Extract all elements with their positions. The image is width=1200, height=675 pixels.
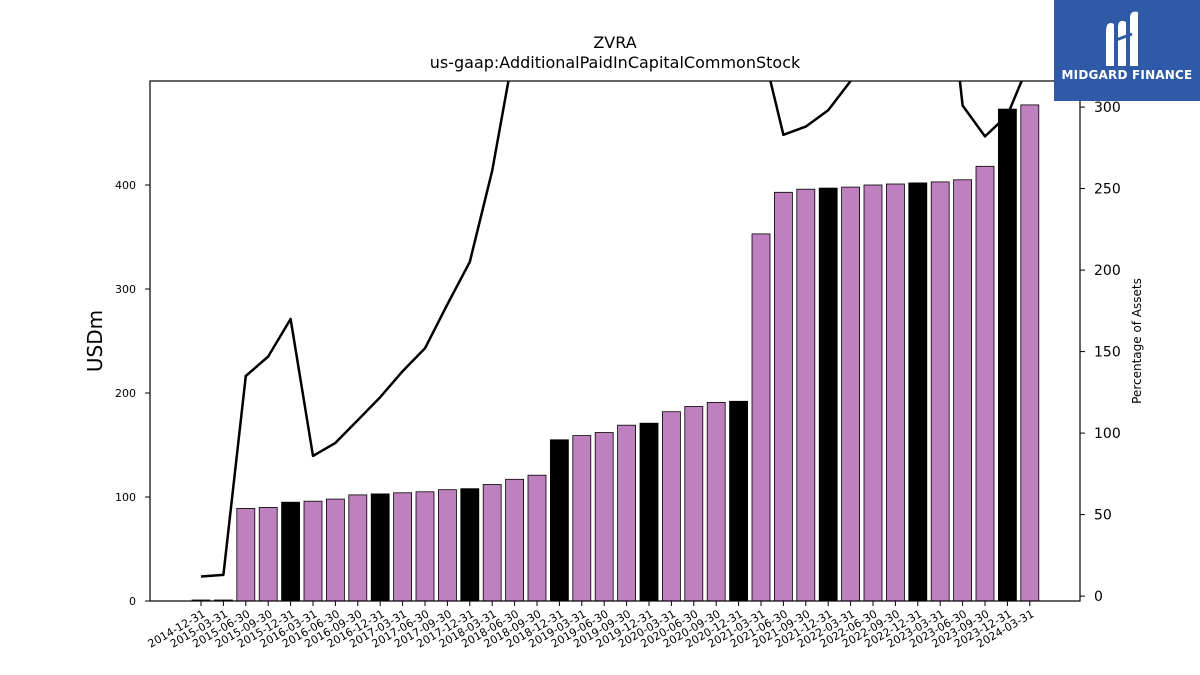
bar-2019-09-30 (617, 424, 636, 602)
bar-2017-06-30 (415, 491, 435, 602)
y2-tick-label: 300 (1094, 100, 1121, 116)
midgard-logo-icon (1106, 11, 1138, 67)
bar-2017-09-30 (437, 489, 457, 602)
y2-tick-label: 50 (1094, 508, 1112, 524)
bar-2021-03-31 (751, 233, 771, 602)
y-tick-label: 200 (115, 387, 136, 400)
percentage-of-assets-line (200, 81, 1023, 578)
y-axis-label: USDm (83, 310, 107, 372)
bar-2017-12-31 (460, 488, 480, 602)
bar-2019-06-30 (594, 432, 614, 602)
bar-2015-06-30 (236, 507, 256, 602)
y2-tick-label: 150 (1094, 345, 1121, 361)
bar-2021-12-31 (818, 187, 838, 602)
bars-layer (191, 104, 1040, 602)
y2-tick-label: 100 (1094, 426, 1121, 442)
plot-frame (149, 80, 1081, 602)
line-layer (200, 81, 1023, 578)
bar-2018-03-31 (482, 484, 502, 602)
bar-2022-09-30 (886, 183, 905, 602)
midgard-finance-logo: MIDGARD FINANCE (1054, 0, 1200, 101)
bar-2020-09-30 (706, 401, 726, 602)
bar-2016-09-30 (348, 494, 368, 602)
bar-2018-09-30 (527, 474, 547, 602)
bar-2023-09-30 (975, 165, 995, 602)
chart-title: ZVRA (593, 33, 636, 52)
bar-2020-03-31 (662, 411, 681, 602)
y2-tick-label: 0 (1094, 589, 1103, 605)
y-tick-label: 100 (115, 491, 136, 504)
y-tick-label: 0 (129, 595, 136, 608)
bar-2015-09-30 (258, 506, 278, 602)
bar-2019-03-31 (572, 435, 592, 602)
bar-2021-09-30 (796, 188, 816, 602)
bar-2022-06-30 (863, 184, 883, 602)
bar-2022-12-31 (908, 182, 928, 602)
bar-2023-12-31 (998, 108, 1017, 602)
bar-2024-03-31 (1020, 104, 1040, 602)
y2-axis-label: Percentage of Assets (1130, 278, 1144, 404)
logo-text: MIDGARD FINANCE (1061, 68, 1193, 82)
bar-2018-12-31 (550, 439, 569, 602)
y-tick-label: 400 (115, 179, 136, 192)
chart-subtitle: us-gaap:AdditionalPaidInCapitalCommonSto… (430, 53, 801, 72)
y2-tick-label: 200 (1094, 263, 1121, 279)
y-tick-label: 300 (115, 283, 136, 296)
bar-2015-12-31 (281, 501, 301, 602)
bar-2020-06-30 (684, 406, 704, 602)
bar-2022-03-31 (841, 186, 860, 602)
axes-layer: 01002003004000501001502002503002014-12-3… (115, 80, 1121, 651)
bar-2023-06-30 (953, 179, 972, 602)
bar-2016-12-31 (370, 493, 390, 602)
bar-2018-06-30 (505, 478, 525, 602)
bar-2016-06-30 (325, 498, 345, 602)
bar-2020-12-31 (729, 400, 748, 602)
bar-2021-06-30 (774, 191, 793, 602)
bar-2017-03-31 (393, 492, 413, 602)
bar-2016-03-31 (303, 500, 323, 602)
bar-2019-12-31 (639, 422, 659, 602)
bar-2023-03-31 (930, 181, 950, 602)
y2-tick-label: 250 (1094, 182, 1121, 198)
